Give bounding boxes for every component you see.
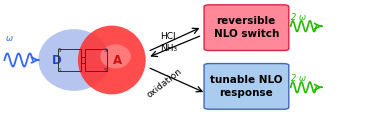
FancyBboxPatch shape [204,64,289,109]
Ellipse shape [100,44,131,69]
Text: 2 ω: 2 ω [291,13,307,22]
Text: reversible
NLO switch: reversible NLO switch [214,16,279,39]
Text: tunable NLO
response: tunable NLO response [210,75,282,98]
Text: D: D [51,54,61,66]
Text: HCl: HCl [161,32,176,41]
Text: ω: ω [5,34,12,43]
Ellipse shape [78,26,146,94]
Text: NH₃: NH₃ [161,44,178,53]
Text: S: S [58,68,61,73]
Bar [85,49,107,71]
Text: oxidation: oxidation [145,66,184,99]
FancyBboxPatch shape [204,5,289,51]
Text: 2 ω: 2 ω [291,74,307,83]
Text: A: A [113,54,122,66]
Text: S: S [104,48,107,53]
Ellipse shape [38,29,110,91]
Text: S: S [104,68,107,73]
Text: S: S [58,48,61,53]
Bar [58,49,81,71]
